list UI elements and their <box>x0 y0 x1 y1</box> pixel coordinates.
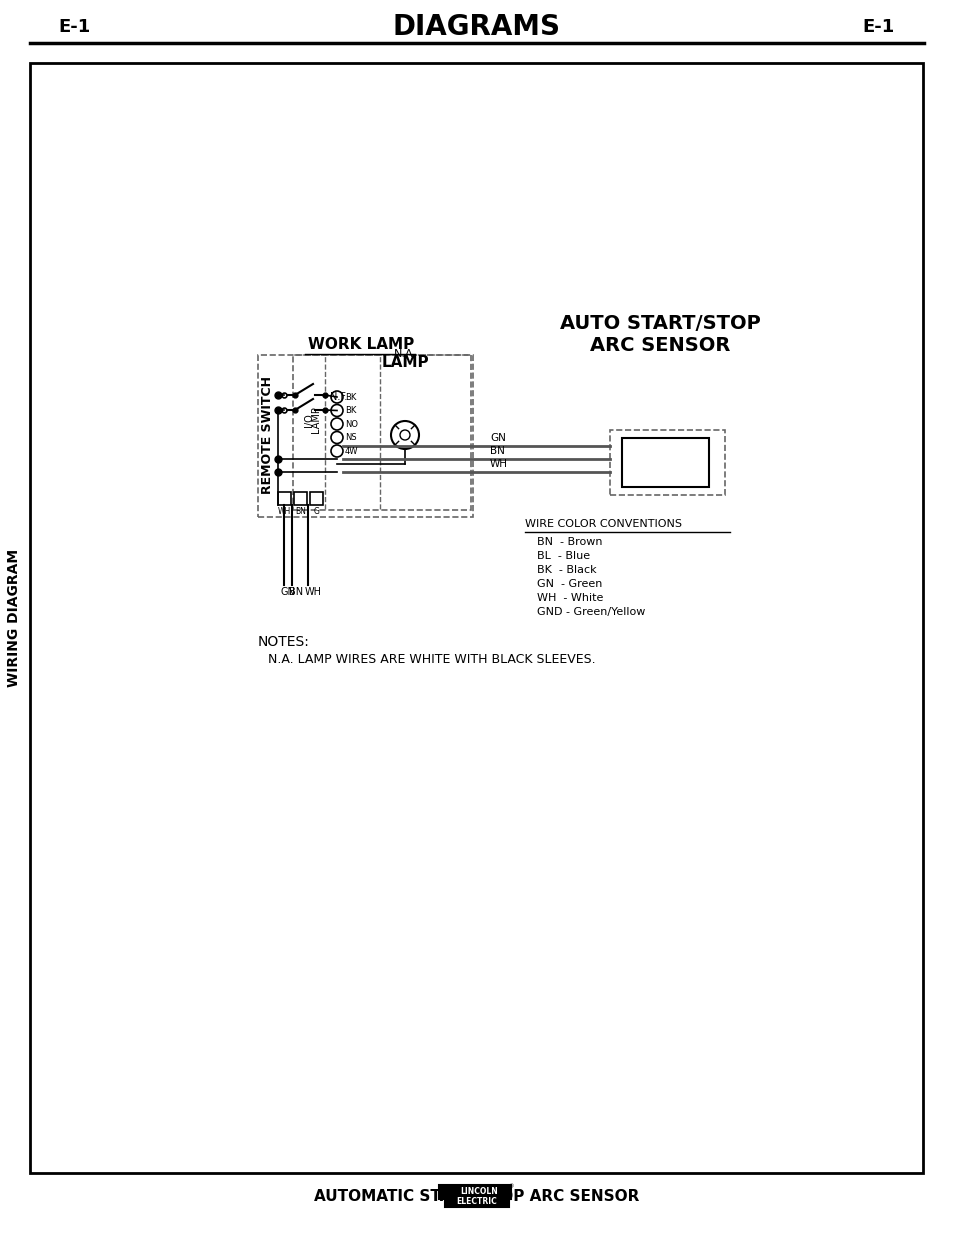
Text: WORK LAMP: WORK LAMP <box>308 337 414 352</box>
Text: 4W: 4W <box>345 447 358 456</box>
Bar <box>609 430 724 495</box>
Text: WIRING DIAGRAM: WIRING DIAGRAM <box>7 548 21 687</box>
Text: GN  - Green: GN - Green <box>537 579 601 589</box>
Circle shape <box>391 421 418 450</box>
Text: BN: BN <box>490 446 504 456</box>
Text: AUTOMATIC START/STOP ARC SENSOR: AUTOMATIC START/STOP ARC SENSOR <box>314 1189 639 1204</box>
Text: BN: BN <box>289 587 303 597</box>
Circle shape <box>331 391 343 403</box>
Text: BK: BK <box>345 393 356 401</box>
Text: NOTES:: NOTES: <box>257 635 310 650</box>
Bar <box>293 354 471 510</box>
Text: E-1: E-1 <box>862 19 894 36</box>
Circle shape <box>331 405 343 416</box>
Text: NS: NS <box>345 433 356 442</box>
Bar <box>30 63 923 1173</box>
Text: WH: WH <box>277 508 291 516</box>
Text: NO: NO <box>345 420 357 429</box>
Text: LAMP: LAMP <box>381 354 428 370</box>
Text: WIRE COLOR CONVENTIONS: WIRE COLOR CONVENTIONS <box>524 519 681 529</box>
Circle shape <box>331 445 343 457</box>
Text: LAMP: LAMP <box>311 406 320 433</box>
Text: N.F.: N.F. <box>330 391 347 403</box>
Text: BN: BN <box>294 508 306 516</box>
Text: WH  - White: WH - White <box>537 593 602 603</box>
Text: N.A. LAMP WIRES ARE WHITE WITH BLACK SLEEVES.: N.A. LAMP WIRES ARE WHITE WITH BLACK SLE… <box>268 653 595 666</box>
Text: G: G <box>314 508 319 516</box>
Text: E-1: E-1 <box>59 19 91 36</box>
Bar <box>621 438 708 487</box>
Bar <box>310 492 323 505</box>
Text: AUTO START/STOP
ARC SENSOR: AUTO START/STOP ARC SENSOR <box>559 314 760 354</box>
Text: BL  - Blue: BL - Blue <box>537 551 590 561</box>
Text: REMOTE SWITCH: REMOTE SWITCH <box>261 375 274 494</box>
Text: LINCOLN: LINCOLN <box>459 1188 497 1197</box>
Text: BK: BK <box>345 406 356 415</box>
Circle shape <box>331 417 343 430</box>
Bar <box>294 492 307 505</box>
Text: I/O: I/O <box>304 414 314 427</box>
Text: BN  - Brown: BN - Brown <box>537 537 602 547</box>
Text: GN: GN <box>490 433 505 443</box>
Text: DIAGRAMS: DIAGRAMS <box>393 14 560 41</box>
FancyBboxPatch shape <box>438 1186 511 1199</box>
Circle shape <box>331 431 343 443</box>
Text: GN: GN <box>281 587 295 597</box>
Text: ®: ® <box>508 1184 514 1189</box>
Text: WH: WH <box>305 587 322 597</box>
Bar <box>257 354 473 517</box>
Bar <box>277 492 291 505</box>
Text: ELECTRIC: ELECTRIC <box>456 1198 497 1207</box>
Text: WH: WH <box>490 459 507 469</box>
Text: BK  - Black: BK - Black <box>537 564 596 576</box>
Text: GND - Green/Yellow: GND - Green/Yellow <box>537 606 644 618</box>
Text: N.A.: N.A. <box>393 350 416 359</box>
FancyBboxPatch shape <box>444 1197 509 1207</box>
Circle shape <box>399 430 410 440</box>
